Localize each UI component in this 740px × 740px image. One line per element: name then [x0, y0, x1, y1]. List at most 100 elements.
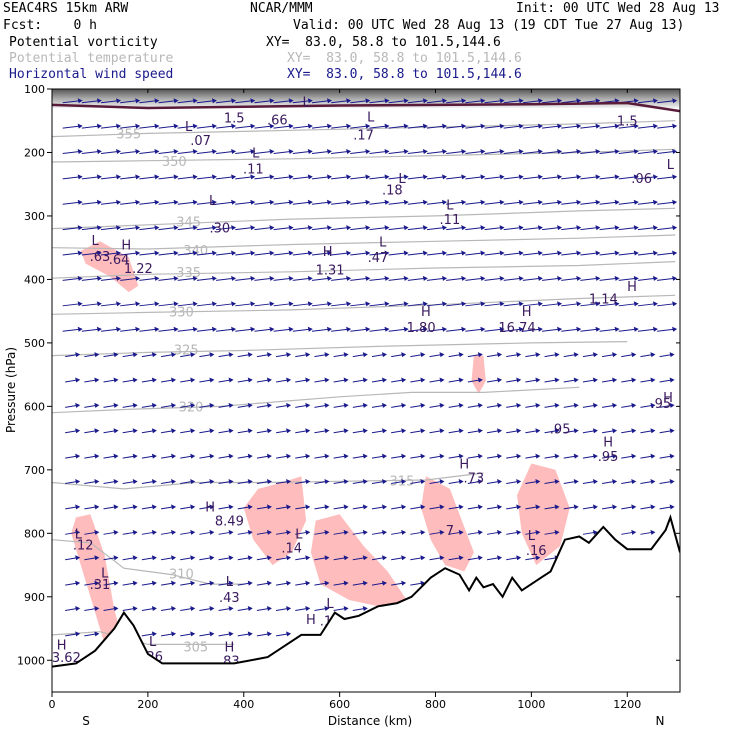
wind-arrowhead	[75, 631, 81, 637]
wind-arrow	[100, 100, 119, 104]
wind-arrowhead	[652, 98, 658, 104]
wind-arrowhead	[480, 148, 486, 154]
wind-arrowhead	[209, 631, 215, 637]
wind-arrow	[158, 125, 176, 129]
wind-arrow	[410, 379, 423, 383]
wind-arrowhead	[307, 301, 313, 307]
wind-arrowhead	[151, 555, 157, 561]
wind-arrowhead	[307, 275, 313, 281]
wind-arrow	[158, 176, 176, 180]
wind-arrow	[602, 404, 615, 408]
wind-arrow	[410, 557, 423, 561]
wind-arrow	[84, 582, 97, 586]
wind-arrowhead	[77, 301, 83, 307]
wind-arrowhead	[171, 453, 177, 459]
wind-arrow	[177, 201, 195, 205]
wind-arrow	[621, 379, 634, 383]
wind-arrow	[657, 125, 675, 129]
wind-arrowhead	[614, 174, 620, 180]
wind-arrow	[544, 379, 557, 383]
pv-extremum-marker: H	[224, 640, 234, 655]
wind-arrowhead	[94, 605, 100, 611]
wind-arrow	[216, 176, 234, 180]
wind-arrow	[659, 506, 672, 510]
wind-arrow	[254, 227, 272, 231]
wind-arrow	[544, 481, 557, 485]
wind-arrowhead	[477, 428, 483, 434]
wind-arrow	[522, 277, 540, 281]
wind-arrow	[314, 607, 327, 611]
pv-value-label: .73	[464, 471, 485, 486]
wind-arrow	[254, 328, 272, 332]
wind-arrowhead	[442, 326, 448, 332]
wind-arrow	[426, 176, 445, 180]
wind-arrowhead	[266, 580, 272, 586]
wind-arrowhead	[535, 377, 541, 383]
wind-arrowhead	[228, 479, 234, 485]
wind-arrow	[525, 430, 538, 434]
wind-arrowhead	[499, 148, 505, 154]
wind-arrowhead	[154, 174, 160, 180]
wind-arrow	[388, 303, 406, 307]
wind-arrow	[331, 252, 349, 256]
wind-arrowhead	[535, 428, 541, 434]
wind-arrowhead	[516, 402, 522, 408]
wind-arrowhead	[557, 301, 563, 307]
wind-arrowhead	[381, 504, 387, 510]
wind-arrowhead	[557, 250, 563, 256]
wind-arrowhead	[135, 301, 141, 307]
wind-arrowhead	[286, 580, 292, 586]
wind-arrow	[295, 404, 308, 408]
init-label: Init: 00 UTC Wed 28 Aug 13	[516, 1, 720, 16]
wind-arrow	[407, 150, 425, 154]
wind-arrow	[295, 582, 308, 586]
wind-arrow	[542, 277, 560, 281]
wind-arrowhead	[151, 504, 157, 510]
wind-arrowhead	[461, 275, 467, 281]
pv-extremum-marker: L	[398, 172, 406, 187]
wind-arrowhead	[173, 225, 179, 231]
wind-arrow	[331, 176, 349, 180]
wind-arrow	[640, 506, 653, 510]
wind-arrowhead	[442, 275, 448, 281]
wind-arrowhead	[307, 98, 313, 104]
wind-arrowhead	[305, 428, 311, 434]
wind-arrowhead	[554, 479, 560, 485]
wind-arrowhead	[269, 301, 275, 307]
wind-arrowhead	[154, 148, 160, 154]
wind-arrowhead	[96, 148, 102, 154]
wind-arrowhead	[247, 580, 253, 586]
wind-arrowhead	[77, 326, 83, 332]
wind-arrowhead	[652, 275, 658, 281]
wind-arrowhead	[497, 504, 503, 510]
wind-arrow	[333, 430, 346, 434]
wind-arrowhead	[422, 301, 428, 307]
wind-arrow	[637, 150, 656, 154]
wind-arrow	[84, 430, 97, 434]
wind-arrowhead	[614, 148, 620, 154]
wind-arrow	[350, 303, 368, 307]
wind-arrowhead	[595, 326, 601, 332]
wind-arrow	[484, 100, 502, 104]
wind-arrow	[465, 303, 483, 307]
theta-contour-label: 320	[179, 401, 204, 416]
wind-arrow	[160, 633, 174, 637]
wind-arrow	[218, 607, 231, 611]
wind-arrow	[216, 100, 234, 104]
wind-arrowhead	[94, 555, 100, 561]
wind-arrow	[311, 150, 330, 154]
theta-contour	[52, 261, 676, 279]
wind-arrow	[65, 455, 78, 459]
wind-arrow	[180, 354, 193, 358]
wind-arrowhead	[422, 174, 428, 180]
wind-arrowhead	[231, 301, 237, 307]
wind-arrow	[446, 176, 464, 180]
wind-arrowhead	[365, 225, 371, 231]
wind-arrow	[371, 404, 385, 408]
wind-arrowhead	[135, 199, 141, 205]
wind-arrowhead	[151, 377, 157, 383]
wind-arrow	[160, 531, 174, 535]
theta-contour	[52, 148, 676, 163]
pv-extremum-marker: L	[252, 146, 260, 161]
wind-arrow	[196, 252, 214, 256]
